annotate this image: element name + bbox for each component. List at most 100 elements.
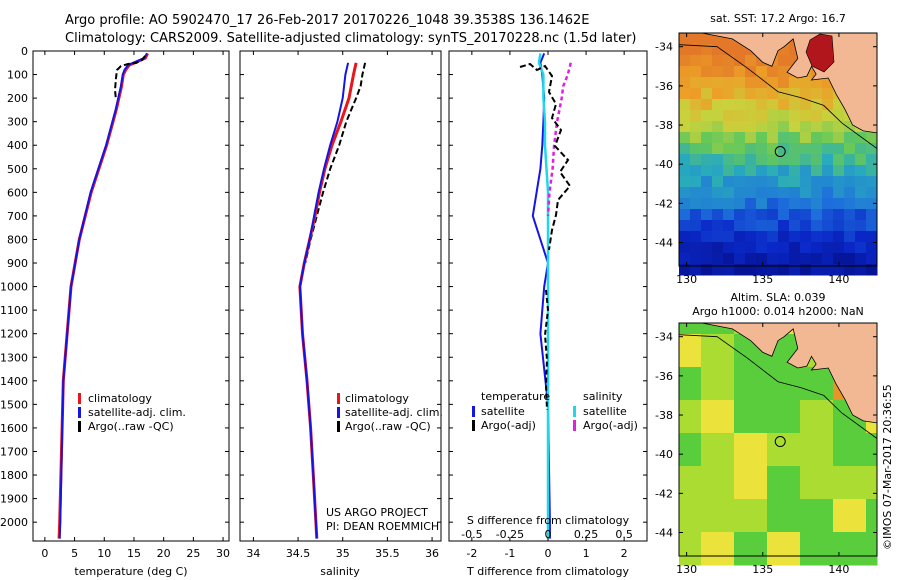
map-cell xyxy=(734,433,746,445)
map-cell xyxy=(767,499,779,511)
temperature-plot-frame xyxy=(32,50,230,542)
map-cell xyxy=(756,99,768,111)
lat-tick-label: -34 xyxy=(655,331,673,344)
map-cell xyxy=(800,253,812,265)
map-cell xyxy=(811,488,823,500)
map-cell xyxy=(822,187,834,199)
map-cell xyxy=(690,389,702,401)
depth-tick-label: 2000 xyxy=(0,516,28,529)
map-cell xyxy=(822,143,834,155)
map-cell xyxy=(844,231,856,243)
map-cell xyxy=(712,356,724,368)
map-cell xyxy=(679,334,691,346)
map-cell xyxy=(723,132,735,144)
map-cell xyxy=(712,323,724,335)
map-cell xyxy=(701,488,713,500)
map-cell xyxy=(789,466,801,478)
map-cell xyxy=(855,433,867,445)
map-cell xyxy=(789,510,801,522)
map-cell xyxy=(789,554,801,566)
map-cell xyxy=(844,154,856,166)
map-cell xyxy=(712,466,724,478)
map-cell xyxy=(855,532,867,544)
map-cell xyxy=(745,400,757,412)
map-cell xyxy=(767,400,779,412)
map-cell xyxy=(745,55,757,67)
map-cell xyxy=(866,231,878,243)
map-cell xyxy=(789,242,801,254)
map-cell xyxy=(767,411,779,423)
map-cell xyxy=(723,154,735,166)
map-cell xyxy=(756,400,768,412)
map-cell xyxy=(712,499,724,511)
map-cell xyxy=(800,198,812,210)
map-cell xyxy=(767,176,779,188)
map-cell xyxy=(723,231,735,243)
map-cell xyxy=(855,444,867,456)
map-cell xyxy=(800,554,812,566)
map-cell xyxy=(679,44,691,56)
map-cell xyxy=(723,55,735,67)
map-cell xyxy=(822,444,834,456)
t-difference-tick-label: -1 xyxy=(504,547,515,560)
series-line-satellite-adj-clim- xyxy=(58,52,148,539)
map-cell xyxy=(800,444,812,456)
map-cell xyxy=(701,411,713,423)
map-cell xyxy=(811,466,823,478)
depth-axis: 0 100 200 300 400 500 600 700 800 900 1000 1100 1200… xyxy=(0,45,28,529)
map-cell xyxy=(756,477,768,489)
map-cell xyxy=(767,110,779,122)
lat-tick-label: -36 xyxy=(655,80,673,93)
map-cell xyxy=(800,422,812,434)
map-cell xyxy=(723,499,735,511)
map-cell xyxy=(712,455,724,467)
map-cell xyxy=(778,187,790,199)
map-cell xyxy=(822,110,834,122)
map-cell xyxy=(701,44,713,56)
map-cell xyxy=(701,176,713,188)
map-cell xyxy=(690,444,702,456)
map-cell xyxy=(723,110,735,122)
map-cell xyxy=(679,231,691,243)
map-cell xyxy=(800,488,812,500)
map-cell xyxy=(734,165,746,177)
map-cell xyxy=(778,176,790,188)
map-cell xyxy=(811,154,823,166)
legend-satellite-adj: satellite-adj. clim. xyxy=(88,406,186,419)
map-cell xyxy=(679,488,691,500)
map-cell xyxy=(778,532,790,544)
map-cell xyxy=(767,422,779,434)
map-cell xyxy=(701,334,713,346)
map-cell xyxy=(712,220,724,232)
map-cell xyxy=(679,176,691,188)
t-difference-tick-label: -2 xyxy=(466,547,477,560)
map-cell xyxy=(866,499,878,511)
map-cell xyxy=(745,455,757,467)
map-cell xyxy=(822,209,834,221)
map-cell xyxy=(844,220,856,232)
map-cell xyxy=(701,532,713,544)
map-cell xyxy=(701,554,713,566)
map-cell xyxy=(723,411,735,423)
map-cell xyxy=(712,400,724,412)
map-cell xyxy=(833,477,845,489)
map-cell xyxy=(811,198,823,210)
map-cell xyxy=(690,345,702,357)
map-cell xyxy=(701,77,713,89)
imos-timestamp: ©IMOS 07-Mar-2017 20:36:55 xyxy=(881,384,894,550)
map-cell xyxy=(800,187,812,199)
legend-temp-argo: Argo(-adj) xyxy=(481,419,536,432)
map-cell xyxy=(833,554,845,566)
map-cell xyxy=(712,99,724,111)
map-cell xyxy=(778,411,790,423)
depth-tick-label: 300 xyxy=(7,116,28,129)
map-cell xyxy=(701,220,713,232)
map-cell xyxy=(811,378,823,390)
map-cell xyxy=(800,378,812,390)
map-cell xyxy=(844,521,856,533)
map-cell xyxy=(778,378,790,390)
map-cell xyxy=(679,110,691,122)
map-cell xyxy=(690,543,702,555)
map-cell xyxy=(833,521,845,533)
map-cell xyxy=(789,264,801,276)
